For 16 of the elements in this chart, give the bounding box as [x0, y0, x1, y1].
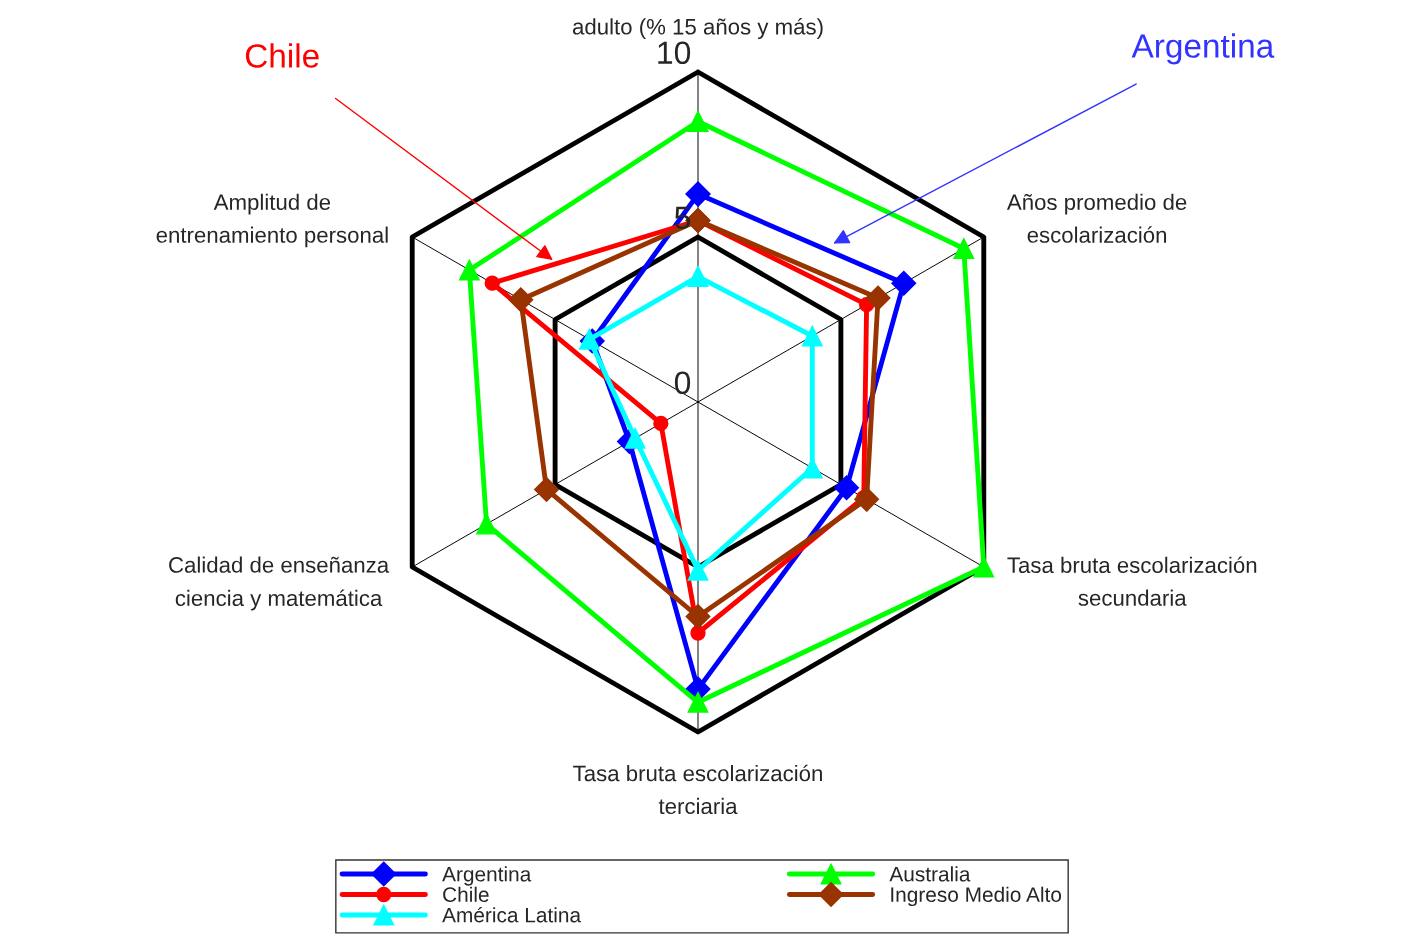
- legend-label: Ingreso Medio Alto: [891, 886, 1062, 907]
- spoke-label: Tasa bruta escolarización secundaria: [1007, 556, 1257, 606]
- legend-label: Australia: [889, 866, 971, 882]
- spoke-label: Tasa bruta escolarización terciaria: [573, 764, 822, 815]
- legend-label: Argentina: [442, 866, 532, 886]
- text: Chile: [245, 43, 319, 68]
- text: Argentina: [1131, 33, 1275, 65]
- spoke-label: Calidad de enseñanza ciencia y matemática: [169, 556, 390, 611]
- y-tick-label: 10: [658, 41, 691, 65]
- legend-label: América Latina: [442, 906, 582, 923]
- y-tick-label: 5: [674, 206, 691, 230]
- legend-label: Chile: [443, 886, 489, 902]
- spoke-label: Amplitud de entrenamiento personal: [156, 193, 388, 248]
- spoke-label: Años promedio de escolarización: [1006, 193, 1187, 243]
- spoke-label: adulto (% 15 años y más): [572, 18, 823, 39]
- y-tick-label: 0: [674, 371, 691, 395]
